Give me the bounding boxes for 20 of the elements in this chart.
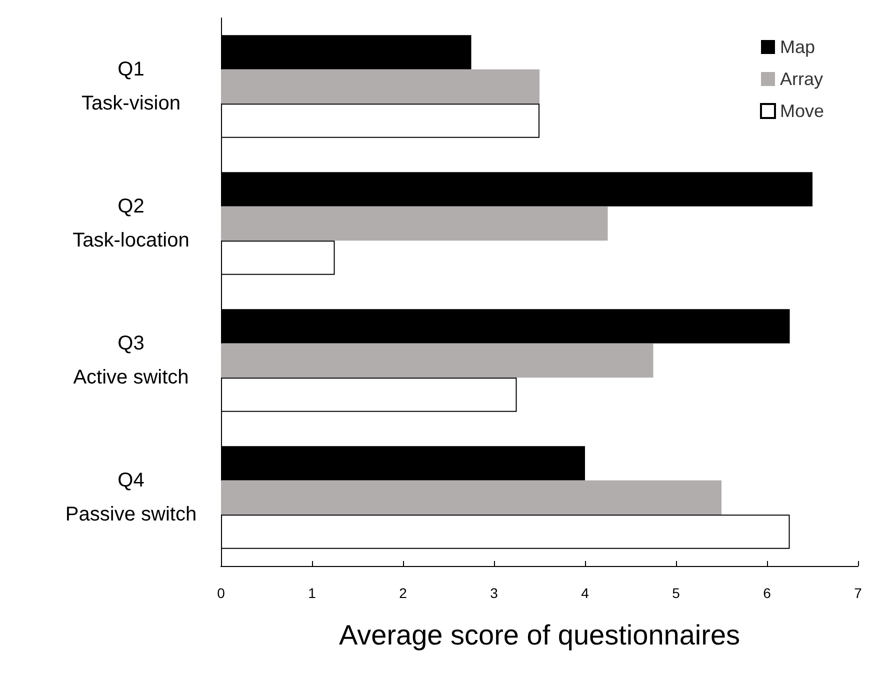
- x-tick-label: 7: [854, 585, 862, 601]
- x-tick-label: 2: [399, 585, 408, 601]
- y-tick-label: Q3 Active switch: [73, 332, 189, 388]
- x-tick-label: 0: [217, 585, 226, 601]
- x-tick-label: 6: [763, 585, 772, 601]
- bar: [221, 69, 540, 104]
- bar: [221, 206, 608, 241]
- bar: [221, 343, 654, 378]
- y-tick-label: Q1 Task-vision: [82, 58, 180, 114]
- legend-label: Map: [780, 37, 815, 57]
- bar: [221, 480, 722, 515]
- legend-label: Array: [780, 69, 823, 89]
- x-tick-label: 1: [308, 585, 316, 601]
- x-tick-label: 5: [672, 585, 680, 601]
- legend-label: Move: [780, 101, 824, 121]
- x-axis-title: Average score of questionnaires: [338, 620, 740, 650]
- y-tick-label: Q2 Task-location: [72, 196, 190, 252]
- y-tick-label: Q4 Passive switch: [65, 470, 197, 526]
- x-tick-label: 3: [490, 585, 498, 601]
- x-tick-label: 4: [581, 585, 590, 601]
